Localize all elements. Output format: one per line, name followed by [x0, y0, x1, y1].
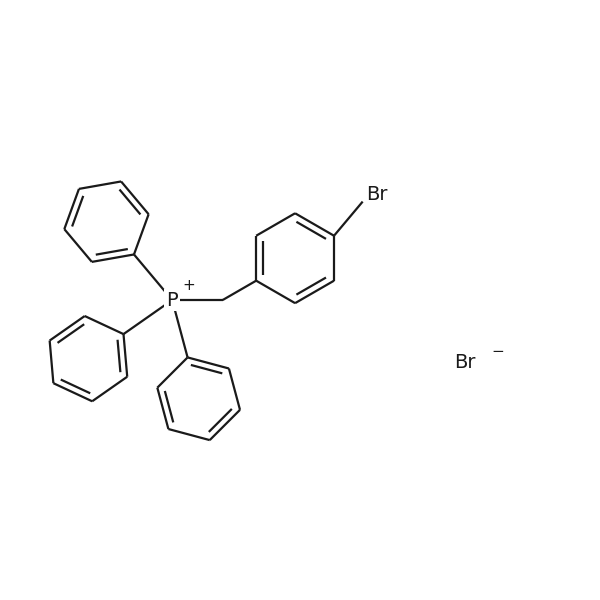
Text: P: P — [166, 290, 178, 310]
Text: +: + — [182, 278, 195, 293]
Text: −: − — [491, 344, 504, 359]
Text: Br: Br — [455, 353, 476, 372]
Text: Br: Br — [365, 185, 387, 204]
